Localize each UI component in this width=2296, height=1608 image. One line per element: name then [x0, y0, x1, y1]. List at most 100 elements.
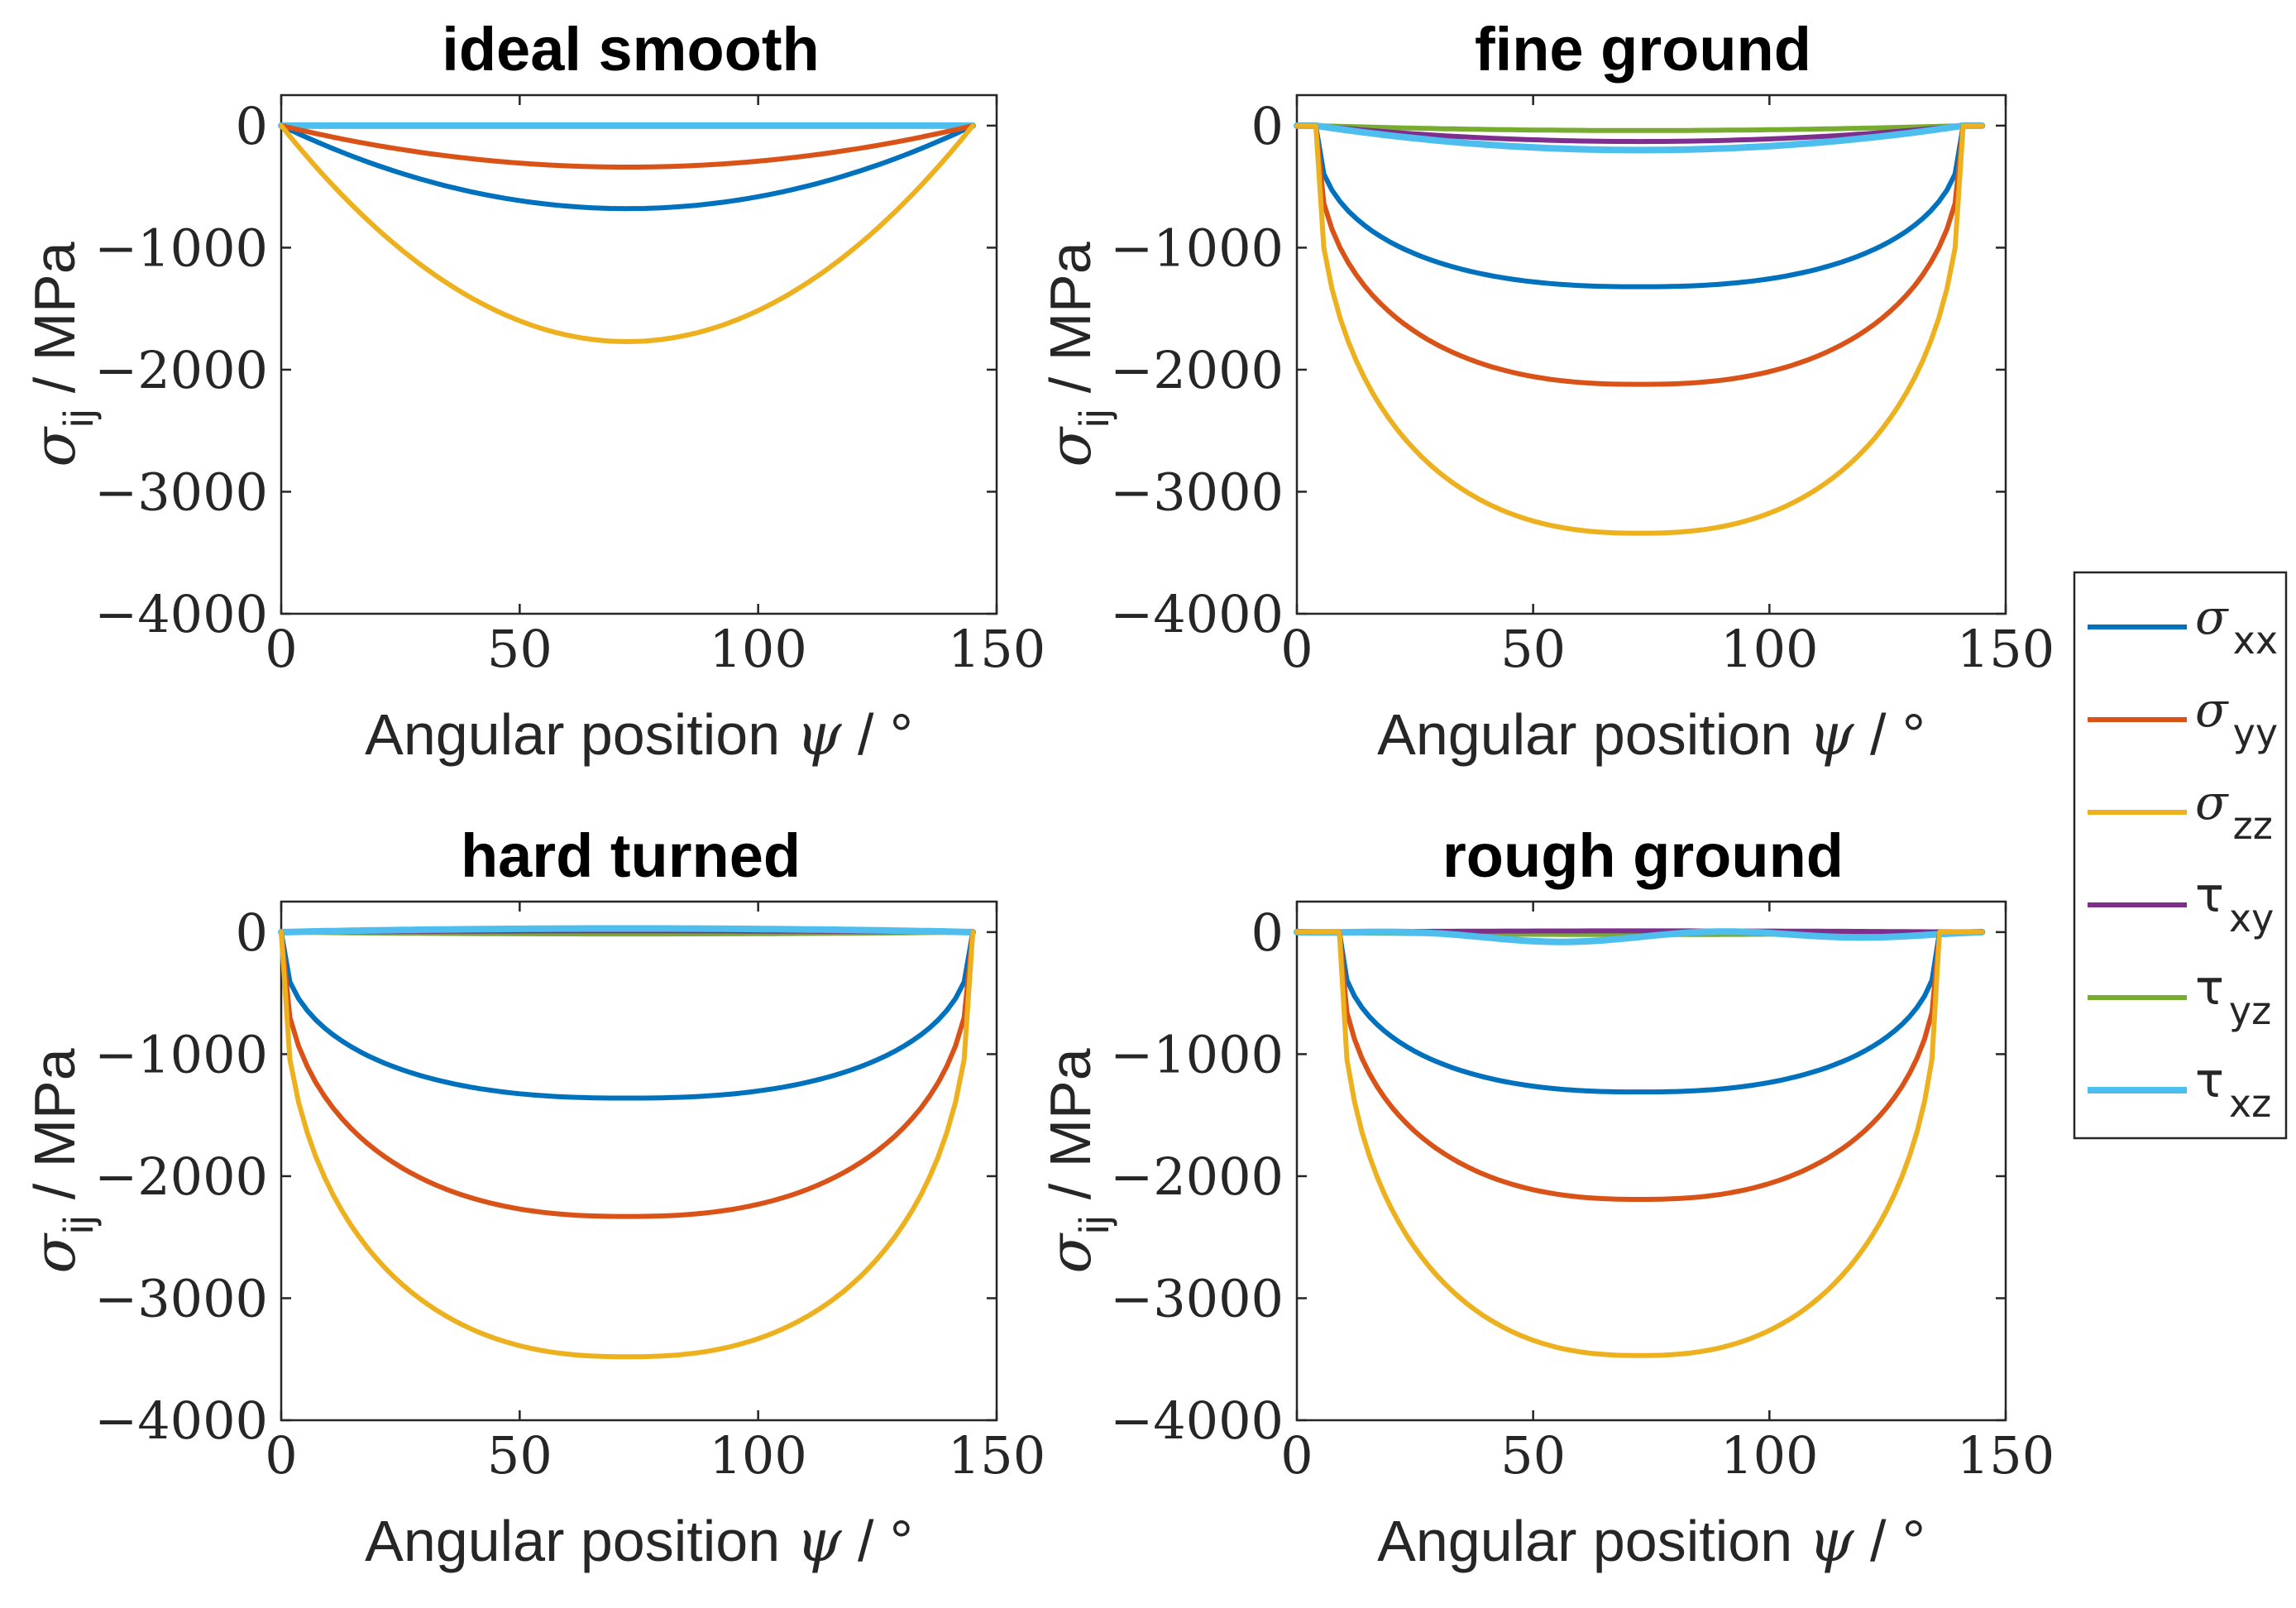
y-axis-label: σij / MPa — [1036, 1048, 1117, 1273]
y-tick-label: −3000 — [1110, 1268, 1284, 1328]
series-line-τxy — [1294, 122, 1985, 145]
y-tick-label: 0 — [1251, 902, 1284, 963]
x-label-unit: / ° — [1854, 702, 1925, 767]
x-label-text: Angular position — [365, 702, 796, 767]
y-tick-label: −1000 — [1110, 1024, 1284, 1084]
series-line-σxx — [1294, 122, 1985, 290]
chart-panel-1: fine ground 0 50 100 150 0 −1000 −2000 −3000 −400… — [1036, 15, 2054, 768]
y-tick-label: −3000 — [1110, 462, 1284, 522]
legend: σ xxσ yyσ zzτ xyτ yzτ xz — [2073, 571, 2288, 1140]
series-line-σzz — [279, 929, 976, 1360]
y-tick-label: −1000 — [94, 218, 268, 278]
legend-item-xz: τ xz — [2195, 1052, 2271, 1126]
legend-subscript: xz — [2229, 1081, 2271, 1126]
series-line-σxx — [279, 122, 976, 212]
x-tick-label: 0 — [265, 1425, 297, 1486]
y-tick-label: −2000 — [1110, 1146, 1284, 1207]
legend-subscript: yy — [2233, 711, 2278, 755]
chart-title: hard turned — [461, 821, 801, 890]
y-tick-label: −3000 — [94, 1268, 268, 1328]
y-tick-label: −2000 — [94, 1146, 268, 1207]
legend-item-yz: τ yz — [2195, 960, 2271, 1033]
x-label-text: Angular position — [365, 1509, 796, 1573]
x-tick-label: 50 — [487, 619, 552, 679]
y-label-unit: / MPa — [22, 242, 87, 409]
series-line-σyy — [1294, 929, 1985, 1202]
legend-symbol: σ — [2195, 589, 2229, 645]
series-line-σzz — [1294, 122, 1985, 536]
x-tick-label: 0 — [265, 619, 297, 679]
x-label-unit: / ° — [1854, 1509, 1925, 1573]
y-tick-label: −4000 — [1110, 1390, 1284, 1451]
plot-area — [280, 900, 998, 1422]
y-label-unit: / MPa — [22, 1048, 87, 1215]
series-line-σzz — [1294, 929, 1985, 1358]
chart-panel-3: rough ground 0 50 100 150 0 −1000 −2000 −3000 −40… — [1036, 821, 2054, 1575]
y-tick-label: −3000 — [94, 462, 268, 522]
series-line-σxx — [1294, 929, 1985, 1095]
x-label-symbol: ψ — [1809, 1507, 1855, 1575]
legend-item-yy: σ yy — [2195, 682, 2278, 755]
x-tick-label: 100 — [709, 619, 806, 679]
y-label-subscript: ij — [55, 409, 102, 428]
legend-box — [2073, 571, 2288, 1140]
legend-item-xy: τ xy — [2195, 867, 2274, 940]
chart-panel-0: ideal smooth 0 50 100 150 0 −1000 −2000 −3000 −40… — [21, 15, 1045, 768]
x-tick-label: 150 — [948, 619, 1045, 679]
legend-item-xx: σ xx — [2195, 589, 2278, 663]
y-tick-label: 0 — [236, 96, 268, 156]
series-line-τxz — [1294, 122, 1986, 154]
plot-area — [1295, 93, 2007, 615]
y-tick-label: −1000 — [94, 1024, 268, 1084]
x-label-unit: / ° — [842, 702, 913, 767]
y-label-symbol: σ — [1036, 426, 1104, 467]
x-label-unit: / ° — [842, 1509, 913, 1573]
y-tick-label: 0 — [1251, 96, 1284, 156]
legend-item-zz: σ zz — [2195, 774, 2273, 848]
x-tick-label: 150 — [1957, 1425, 2054, 1486]
y-tick-label: −1000 — [1110, 218, 1284, 278]
legend-subscript: yz — [2229, 988, 2271, 1033]
y-label-symbol: σ — [21, 1232, 88, 1274]
y-axis-label: σij / MPa — [21, 242, 102, 467]
chart-title: rough ground — [1442, 821, 1844, 890]
series-line-σyy — [279, 929, 976, 1219]
y-tick-label: −4000 — [94, 584, 268, 644]
legend-subscript: xy — [2229, 896, 2274, 940]
chart-title: fine ground — [1475, 15, 1811, 84]
y-tick-label: 0 — [236, 902, 268, 963]
y-label-symbol: σ — [21, 426, 88, 467]
y-axis-label: σij / MPa — [21, 1048, 102, 1273]
y-label-symbol: σ — [1036, 1232, 1104, 1274]
y-label-subscript: ij — [1071, 409, 1117, 428]
legend-symbol: τ — [2195, 867, 2224, 923]
y-label-unit: / MPa — [1038, 242, 1103, 409]
x-tick-label: 0 — [1280, 619, 1313, 679]
y-tick-label: −2000 — [1110, 340, 1284, 400]
series-line-σzz — [279, 122, 976, 344]
plot-area — [280, 93, 998, 615]
x-tick-label: 100 — [709, 1425, 806, 1486]
legend-subscript: xx — [2233, 618, 2278, 663]
x-tick-label: 150 — [1957, 619, 2054, 679]
x-tick-label: 100 — [1720, 1425, 1818, 1486]
series-line-τxz — [1294, 928, 1986, 945]
x-axis-label: Angular position ψ / ° — [1377, 1507, 1925, 1575]
x-tick-label: 0 — [1280, 1425, 1313, 1486]
x-label-text: Angular position — [1377, 1509, 1808, 1573]
x-label-symbol: ψ — [796, 1507, 843, 1575]
x-label-text: Angular position — [1377, 702, 1808, 767]
series-line-σyy — [279, 122, 976, 170]
plot-area — [1295, 900, 2007, 1422]
series-line-σyy — [1294, 122, 1985, 387]
y-tick-label: −4000 — [1110, 584, 1284, 644]
legend-symbol: τ — [2195, 960, 2224, 1016]
chart-title: ideal smooth — [442, 15, 819, 84]
legend-symbol: σ — [2195, 774, 2229, 830]
x-label-symbol: ψ — [796, 701, 843, 768]
x-label-symbol: ψ — [1809, 701, 1855, 768]
y-axis-label: σij / MPa — [1036, 242, 1117, 467]
legend-subscript: zz — [2233, 803, 2273, 848]
y-label-unit: / MPa — [1038, 1048, 1103, 1215]
